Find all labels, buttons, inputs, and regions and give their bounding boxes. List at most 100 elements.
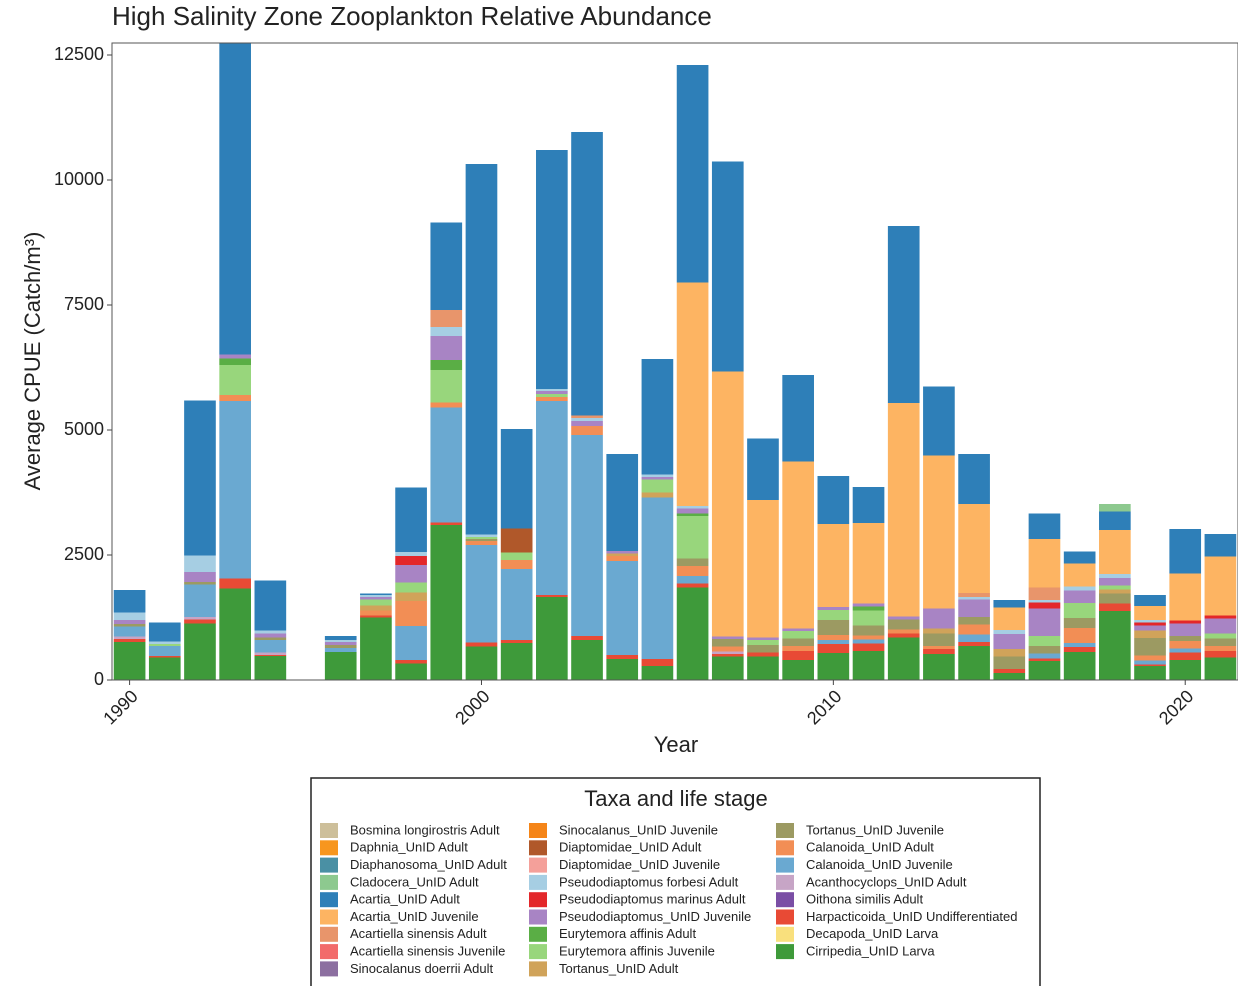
legend-label: Acartia_UnID Adult [350,892,460,907]
legend-key [320,857,338,873]
bar-segment [536,389,568,391]
bar-segment [923,633,955,646]
legend-key [529,944,547,960]
bar-segment [852,606,885,611]
legend-label: Diaptomidae_UnID Adult [559,840,702,855]
legend-key [776,857,794,873]
x-tick-label: 1990 [99,686,141,728]
bar-segment [1169,620,1202,624]
bar-segment [711,646,744,652]
bar-segment [641,474,674,477]
bar-segment [148,656,181,658]
bar-segment [1099,574,1131,578]
bar-segment [993,673,1026,680]
y-tick-label: 7500 [64,294,104,314]
bar-segment [1028,661,1061,680]
bar-segment [184,572,216,582]
legend-key [776,909,794,925]
bar-segment [360,597,392,600]
bar-segment [817,524,850,607]
bar-segment [113,639,146,642]
bar-segment [641,659,674,666]
legend-label: Oithona similis Adult [806,892,923,907]
bar-segment [184,623,216,680]
bar-segment [887,619,920,630]
bar-segment [711,656,744,680]
bar-segment [430,336,463,360]
bar-segment [430,370,463,403]
bar-segment [852,635,885,640]
bar-segment [887,616,920,620]
legend-label: Acartiella sinensis Adult [350,926,487,941]
x-axis-title: Year [654,732,698,757]
bar-segment [1028,636,1061,646]
bar-segment [782,646,814,651]
bar-segment [641,477,674,480]
legend-label: Cirripedia_UnID Larva [806,944,935,959]
bar-segment [536,397,568,401]
bar-segment [887,226,920,403]
bar-segment [571,418,603,421]
legend-key [529,857,547,873]
bar-segment [1134,595,1166,606]
y-tick-label: 0 [94,669,104,689]
bar-segment [711,654,744,657]
bar-segment [430,402,463,408]
bar-segment [500,552,533,560]
bar-segment [1063,586,1096,591]
bar-segment [1099,578,1131,586]
bar-segment [1169,529,1202,574]
bar-segment [958,593,990,597]
bar-segment [1134,660,1166,665]
bar-segment [676,576,709,584]
bar-segment [1099,511,1131,530]
bar-segment [148,641,181,644]
bar-segment [395,601,427,626]
bar-segment [395,552,427,556]
bar-segment [500,528,533,553]
legend-label: Tortanus_UnID Adult [559,961,679,976]
legend-key [776,926,794,942]
bar-segment [817,653,850,680]
bar-segment [324,636,357,640]
bar-segment [360,610,392,616]
bar-segment [1063,643,1096,647]
bar-segment [395,582,427,593]
bar-segment [500,569,533,640]
bar-segment [430,522,463,525]
bar-segment [676,513,709,516]
bar-segment [465,534,498,537]
bar-segment [993,649,1026,657]
bar-segment [1063,603,1096,618]
bar-segment [923,654,955,680]
legend-label: Pseudodiaptomus forbesi Adult [559,874,739,889]
bar-segment [430,360,463,370]
legend-key [529,961,547,977]
bar-segment [1063,628,1096,643]
legend-label: Acanthocyclops_UnID Adult [806,874,967,889]
bar-segment [1134,666,1166,680]
bar-segment [536,401,568,595]
bar-segment [817,607,850,610]
bar-segment [1204,615,1237,619]
bar-segment [254,655,287,656]
bar-segment [606,655,639,659]
bar-segment [219,365,251,395]
bar-segment [782,375,814,462]
bar-segment [782,461,814,629]
bar-segment [958,617,990,625]
bar-segment [923,608,955,629]
bar-segment [1028,646,1061,654]
legend-key [320,944,338,960]
bar-segment [430,222,463,310]
bar-segment [360,617,392,680]
bar-segment [571,636,603,640]
bar-segment [430,327,463,336]
bar-segment [430,310,463,327]
bar-segment [958,642,990,646]
bar-segment [817,620,850,635]
bar-segment [360,599,392,606]
bar-segment [606,454,639,551]
legend-key [320,892,338,908]
bar-segment [923,386,955,456]
